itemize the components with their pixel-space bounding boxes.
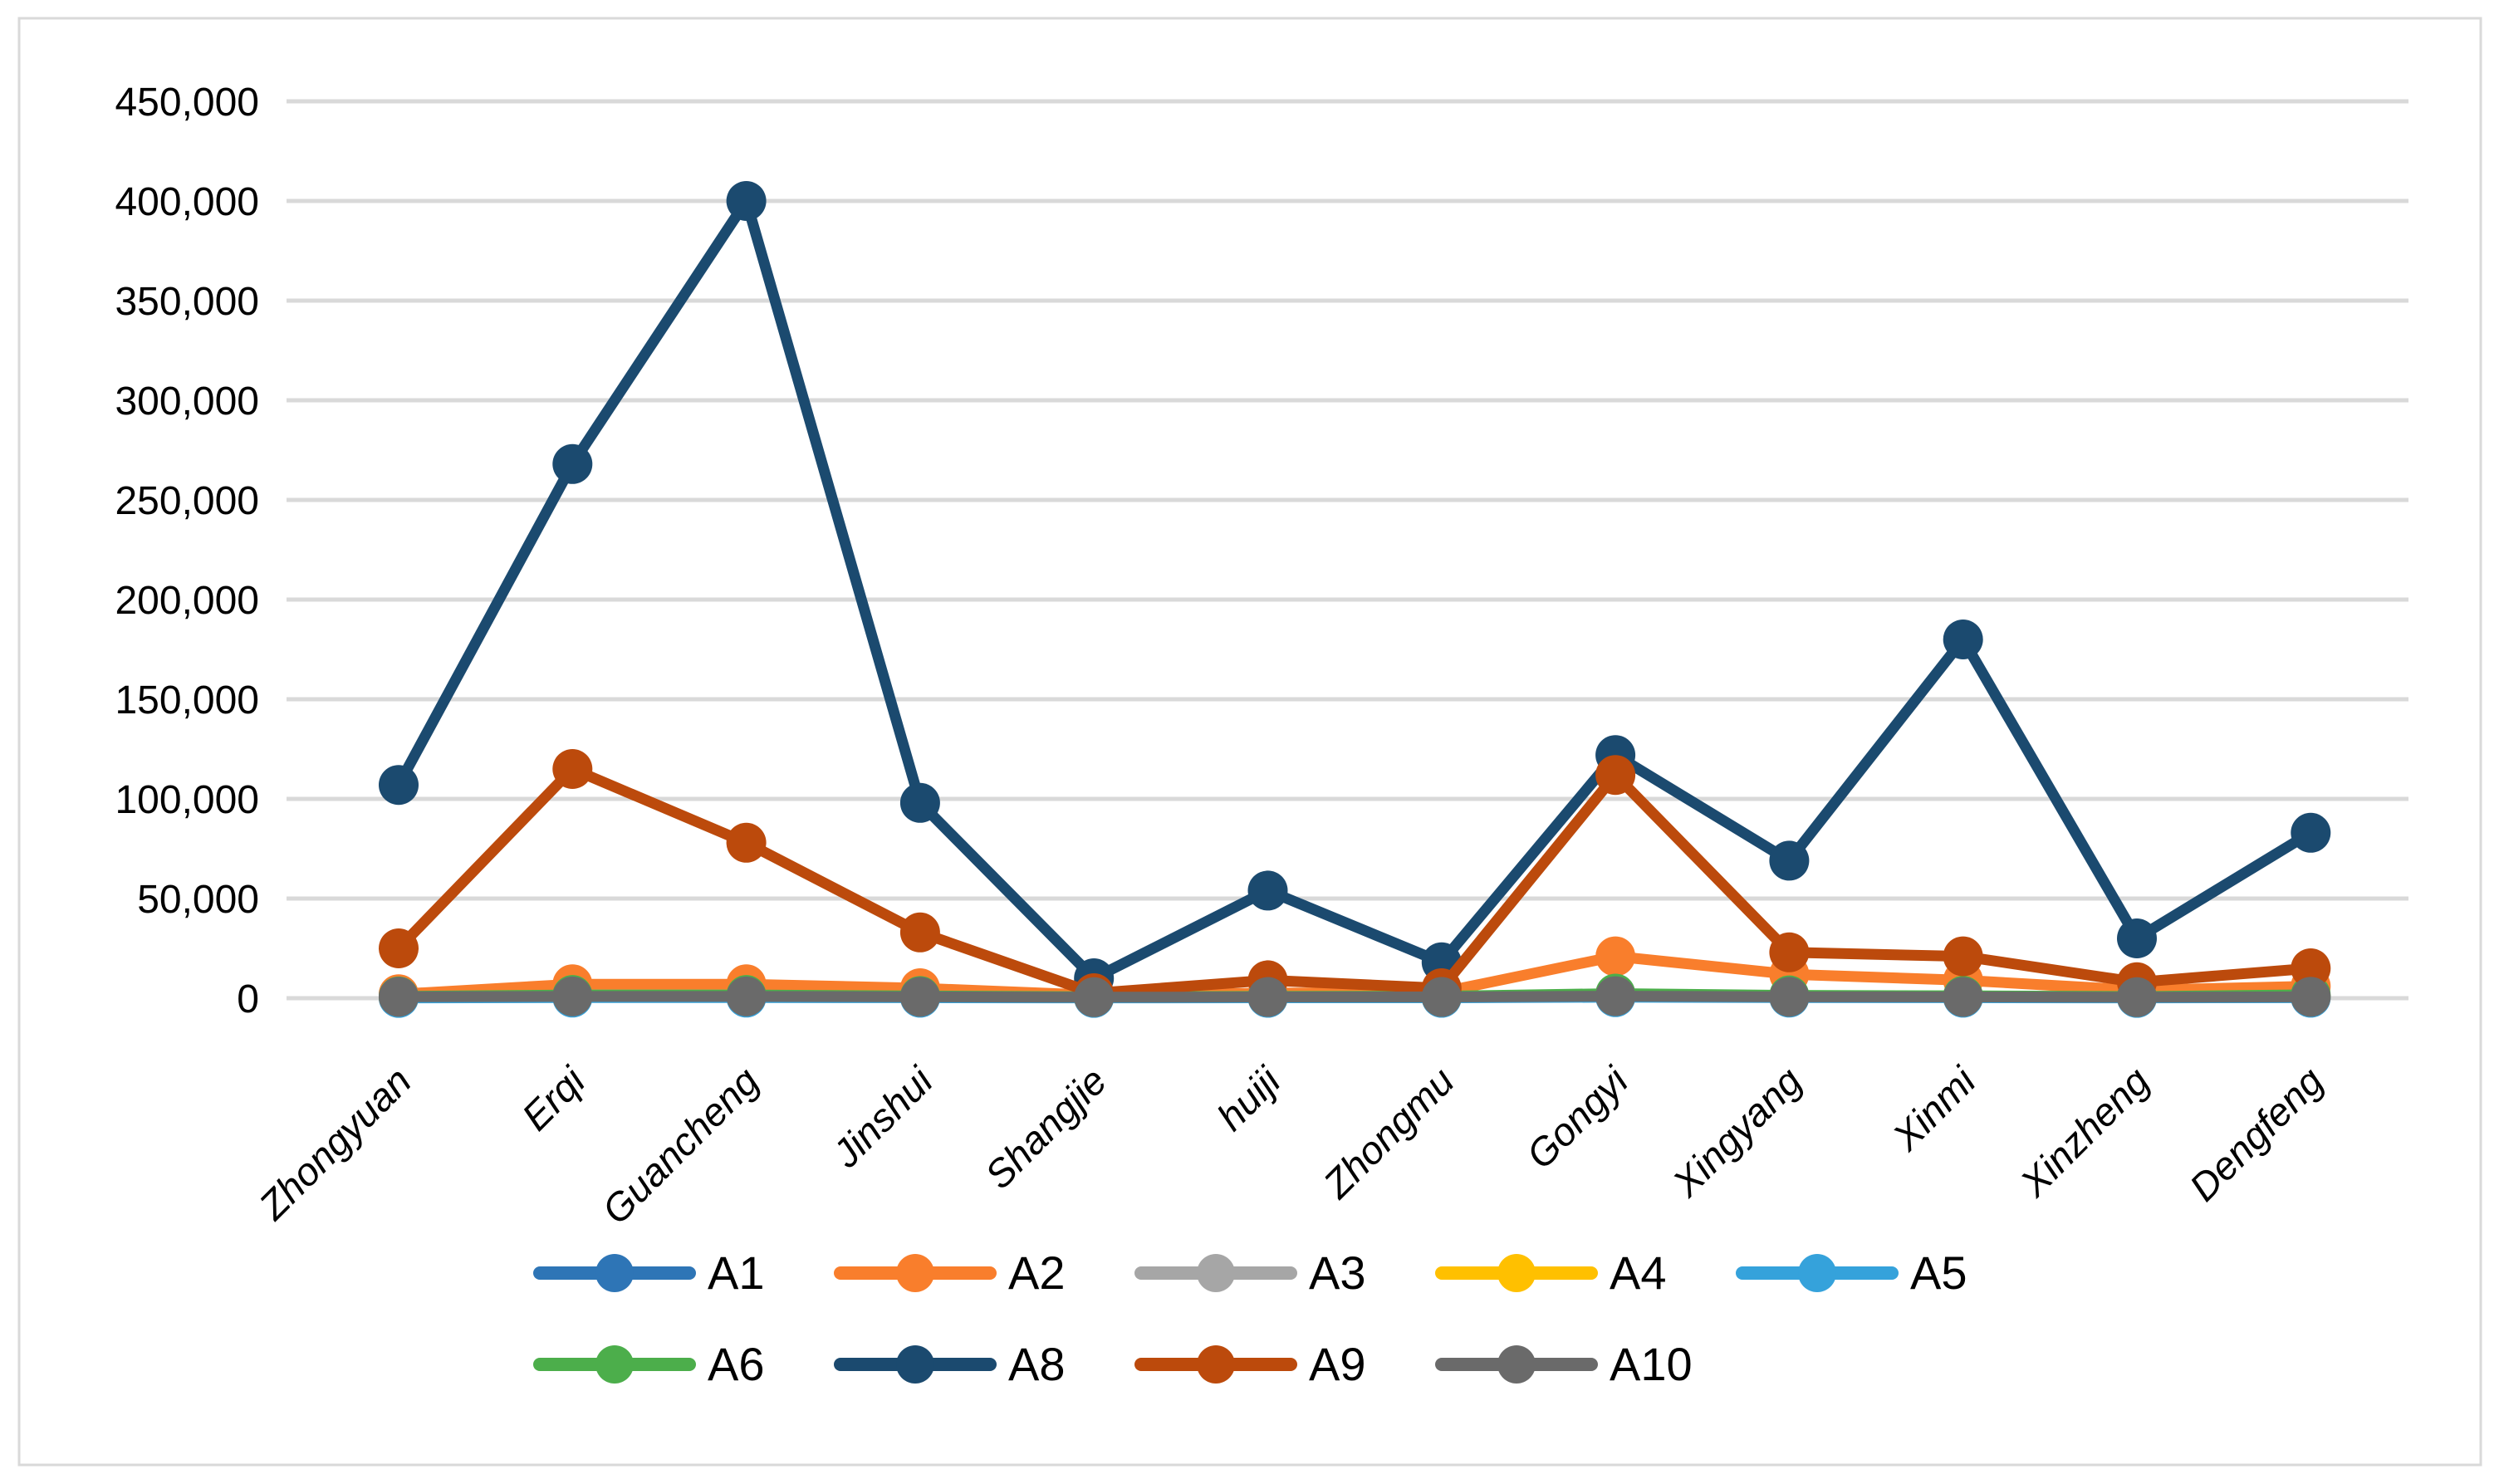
data-point-A10-Xingyang: [1769, 977, 1810, 1017]
legend: A1 A2 A3 A4 A5 A6 A8 A9 A10: [533, 1246, 1967, 1390]
legend-label: A10: [1610, 1338, 1693, 1390]
y-tick-label: 400,000: [115, 180, 259, 224]
data-point-A8-Guancheng: [726, 181, 767, 221]
data-point-A8-Xingyang: [1769, 840, 1810, 881]
legend-item-A3: A3: [1134, 1246, 1366, 1299]
legend-item-A5: A5: [1736, 1246, 1967, 1299]
data-point-A9-Xingyang: [1769, 932, 1810, 972]
legend-swatch-marker: [595, 1345, 634, 1384]
data-point-A8-Dengfeng: [2291, 812, 2331, 853]
series-A10: [379, 976, 2331, 1017]
series-lines: [379, 181, 2331, 1018]
legend-swatch-marker: [1798, 1254, 1836, 1292]
data-point-A10-Xinzheng: [2117, 977, 2157, 1017]
legend-item-A1: A1: [533, 1246, 765, 1299]
y-tick-label: 150,000: [115, 678, 259, 722]
legend-swatch-marker: [896, 1254, 934, 1292]
legend-label: A8: [1008, 1338, 1066, 1390]
y-tick-label: 100,000: [115, 778, 259, 822]
data-point-A10-huiji: [1247, 977, 1288, 1017]
data-point-A10-Guancheng: [726, 976, 767, 1016]
data-point-A9-Dengfeng: [2291, 948, 2331, 988]
y-axis-tick-labels: 0 50,000 100,000 150,000 200,000 250,000 300,0…: [115, 81, 259, 1021]
data-point-A10-Erqi: [552, 976, 593, 1016]
y-tick-label: 50,000: [137, 878, 259, 922]
series-line-A8: [393, 195, 2316, 984]
legend-swatch-marker: [1197, 1254, 1235, 1292]
legend-swatch-marker: [595, 1254, 634, 1292]
legend-label: A3: [1309, 1246, 1366, 1299]
legend-swatch-marker: [896, 1345, 934, 1384]
legend-swatch-marker: [1497, 1254, 1536, 1292]
data-point-A10-Zhongmu: [1421, 977, 1462, 1017]
y-tick-label: 0: [237, 977, 259, 1021]
data-point-A10-Xinmi: [1943, 977, 1983, 1017]
legend-label: A5: [1910, 1246, 1967, 1299]
legend-swatch-marker: [1497, 1345, 1536, 1384]
data-point-A9-Guancheng: [726, 822, 767, 863]
data-point-A2-Gongyi: [1595, 936, 1636, 977]
legend-item-A2: A2: [834, 1246, 1066, 1299]
data-point-A9-Zhongyuan: [379, 928, 419, 968]
data-point-A9-Xinmi: [1943, 936, 1983, 977]
data-point-A8-Xinzheng: [2117, 918, 2157, 958]
data-point-A8-Erqi: [552, 443, 593, 484]
legend-item-A8: A8: [834, 1338, 1066, 1390]
legend-label: A4: [1610, 1246, 1667, 1299]
y-tick-label: 450,000: [115, 81, 259, 125]
data-point-A9-Gongyi: [1595, 755, 1636, 796]
data-point-A8-Jinshui: [899, 782, 940, 823]
chart-area-border: [17, 17, 2482, 1467]
legend-item-A6: A6: [533, 1338, 765, 1390]
legend-item-A4: A4: [1435, 1246, 1667, 1299]
legend-swatch-marker: [1197, 1345, 1235, 1384]
y-tick-label: 200,000: [115, 579, 259, 623]
legend-label: A6: [708, 1338, 765, 1390]
legend-label: A2: [1008, 1246, 1066, 1299]
legend-item-A9: A9: [1134, 1338, 1366, 1390]
legend-label: A1: [708, 1246, 765, 1299]
legend-label: A9: [1309, 1338, 1366, 1390]
data-point-A10-Gongyi: [1595, 976, 1636, 1016]
data-point-A8-Xinmi: [1943, 620, 1983, 659]
y-tick-label: 300,000: [115, 380, 259, 424]
data-point-A8-huiji: [1247, 870, 1288, 911]
data-point-A10-Dengfeng: [2291, 977, 2331, 1017]
series-line-A9: [393, 763, 2316, 999]
data-point-A9-Jinshui: [899, 912, 940, 953]
data-point-A10-Zhongyuan: [379, 977, 419, 1017]
y-tick-label: 250,000: [115, 479, 259, 523]
data-point-A10-Jinshui: [899, 977, 940, 1017]
data-point-A9-Erqi: [552, 749, 593, 789]
data-point-A8-Zhongyuan: [379, 765, 419, 806]
data-point-A10-Shangjie: [1074, 977, 1115, 1017]
y-tick-label: 350,000: [115, 280, 259, 324]
legend-item-A10: A10: [1435, 1338, 1693, 1390]
